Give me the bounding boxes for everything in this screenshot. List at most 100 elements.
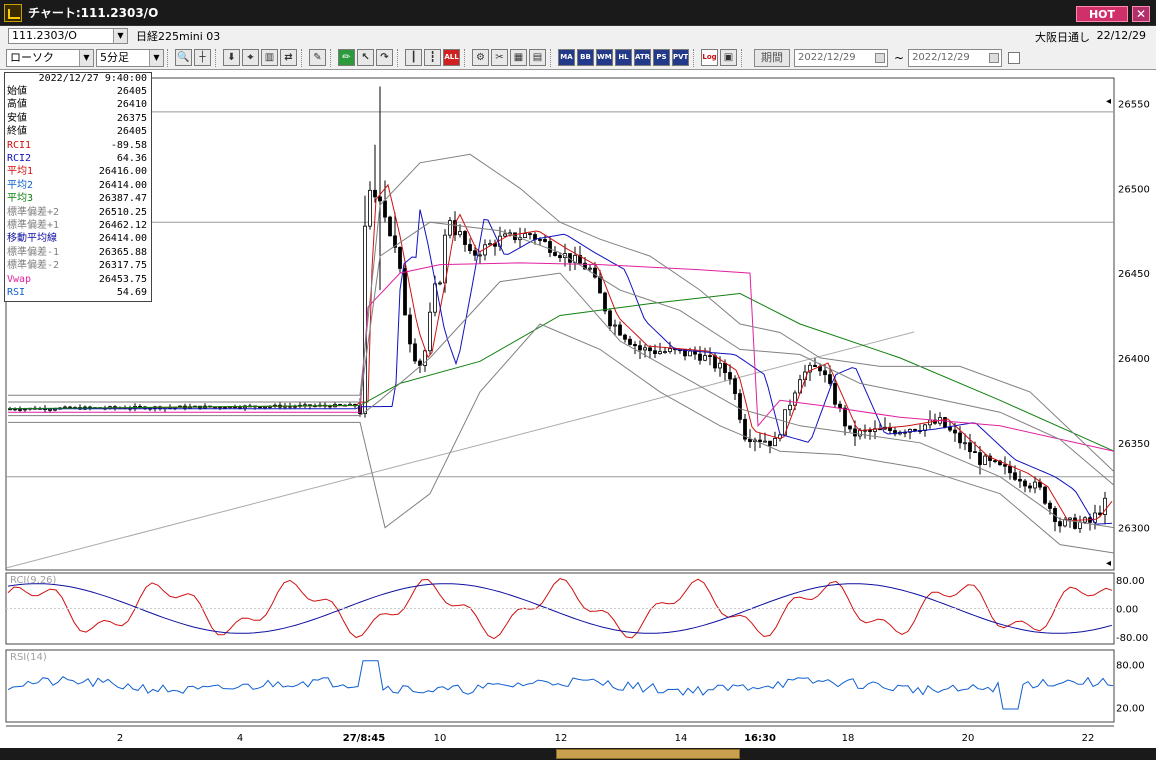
candle-down [1073,517,1077,529]
title-bar: チャート:111.2303/O HOT ✕ [0,0,1156,26]
chart-area[interactable]: 26550 26500 26450 26400 26350 26300 80.00 0.00 -… [0,70,1156,760]
candle-down [383,200,387,218]
candle-down [768,440,772,447]
note-icon[interactable]: ✎ [309,49,326,66]
candle-down [628,338,632,345]
tick-icon[interactable]: ⌖ [242,49,259,66]
date-checkbox[interactable] [1008,51,1021,64]
calendar-icon[interactable] [989,52,1000,63]
toolbar-separator [397,48,401,67]
data-row-label: RCI1 [7,139,32,151]
data-row: 移動平均線 26414.00 [7,232,149,245]
calendar-icon[interactable] [875,52,885,63]
data-row: 平均1 26416.00 [7,165,149,178]
data-row: 平均3 26387.47 [7,192,149,205]
chevron-down-icon[interactable]: ▼ [113,29,127,43]
date-from-field[interactable]: 2022/12/29 [794,48,888,67]
data-row: RSI 54.69 [7,286,149,299]
candle-down [648,347,652,352]
close-button[interactable]: ✕ [1132,6,1150,22]
x-tick-label: 16:30 [744,733,776,744]
data-row: 標準偏差-1 26365.88 [7,246,149,259]
export-icon[interactable]: ▣ [720,49,737,66]
rci-pane-label: RCI(9,26) [10,575,57,586]
toolbar-button-pvt[interactable]: PVT [672,49,689,66]
candle-down [728,372,732,380]
grid-icon[interactable]: ▤ [529,49,546,66]
chevron-down-icon[interactable]: ▼ [79,49,93,66]
toolbar-button-bb[interactable]: BB [577,49,594,66]
chart-type-select[interactable]: ローソク ▼ [6,48,94,67]
toolbar-button-wma[interactable]: WMA [596,49,613,66]
toolbar-button-all[interactable]: ALL [443,49,460,66]
candle-down [538,239,542,241]
rsi-pane-frame [5,649,1115,723]
candle-up [718,362,722,369]
data-row-label: 高値 [7,99,27,111]
x-tick-label: 4 [237,733,243,744]
bollinger-band-line [8,221,1115,486]
horizontal-scrollbar[interactable] [0,748,1156,760]
eraser-icon[interactable]: ✂ [491,49,508,66]
redo-icon[interactable]: ↷ [376,49,393,66]
candle-down [823,370,827,376]
x-tick-label: 18 [842,733,855,744]
interval-select[interactable]: 5分足 ▼ [96,48,164,67]
toolbar-button-hl[interactable]: HL [615,49,632,66]
bollinger-band-line [8,272,1115,529]
x-tick-label: 20 [962,733,975,744]
scrollbar-thumb[interactable] [556,749,740,759]
tool-buttons: 🔍┼ ⬇⌖▥⇄ ✎ ✏↖↷ ┃┇ALL ⚙✂▦▤ MABBWMAHLATRPSPVT Log▣ [174,48,748,67]
cursor-icon[interactable]: ↖ [357,49,374,66]
session-date: 22/12/29 [1096,29,1146,42]
toolbar-button-ma[interactable]: MA [558,49,575,66]
chart-app-icon [4,3,22,22]
period-button[interactable]: 期間 [754,48,790,67]
candle-down [388,216,392,237]
symbol-dropdown[interactable]: 111.2303/O ▼ [8,28,128,44]
zoom-icon[interactable]: 🔍 [175,49,192,66]
date-from-value: 2022/12/29 [798,51,856,63]
download-icon[interactable]: ⬇ [223,49,240,66]
rci-tick-label: 80.00 [1116,576,1145,587]
candle-down [373,189,377,198]
symbol-value: 111.2303/O [12,29,77,42]
candle-up [1078,521,1082,529]
candle-down [638,345,642,351]
compare-icon[interactable]: ⇄ [280,49,297,66]
trend-line [5,331,915,569]
toolbar-button-log[interactable]: Log [701,49,718,66]
candle-up [793,392,797,406]
crosshair-icon[interactable]: ┼ [194,49,211,66]
candle-icon[interactable]: ┃ [405,49,422,66]
price-chart[interactable]: 26550 26500 26450 26400 26350 26300 80.00 0.00 -… [0,70,1156,748]
toolbar-separator [167,48,171,67]
toolbar-separator [693,48,697,67]
palette-icon[interactable]: ▦ [510,49,527,66]
date-to-field[interactable]: 2022/12/29 [908,48,1003,67]
toolbar: ローソク ▼ 5分足 ▼ 🔍┼ ⬇⌖▥⇄ ✎ ✏↖↷ ┃┇ALL ⚙✂▦▤ MABBWMAH… [0,46,1156,70]
toolbar-separator [301,48,305,67]
pen-icon[interactable]: ✏ [338,49,355,66]
data-row-value: 26414.00 [98,179,147,191]
data-window-rows: 始値 26405 高値 26410 安値 26375 終値 26405 RCI1 -89.58 RC… [7,85,149,300]
toolbar-button-atr[interactable]: ATR [634,49,651,66]
bars-icon[interactable]: ▥ [261,49,278,66]
candle-up [48,408,52,411]
candle-down [1043,486,1047,504]
candle-down [838,403,842,409]
candle-up [963,442,967,445]
hot-button[interactable]: HOT [1076,6,1128,22]
candle-down [543,239,547,242]
toolbar-separator [215,48,219,67]
candle-down [473,250,477,256]
candle2-icon[interactable]: ┇ [424,49,441,66]
toolbar-button-ps[interactable]: PS [653,49,670,66]
candle-up [1033,481,1037,489]
candle-down [618,324,622,336]
scroll-up-icon: ◂ [1106,96,1111,107]
x-tick-label: 2 [117,733,123,744]
chevron-down-icon[interactable]: ▼ [149,49,163,66]
data-row-value: 26414.00 [98,233,147,245]
settings-icon[interactable]: ⚙ [472,49,489,66]
